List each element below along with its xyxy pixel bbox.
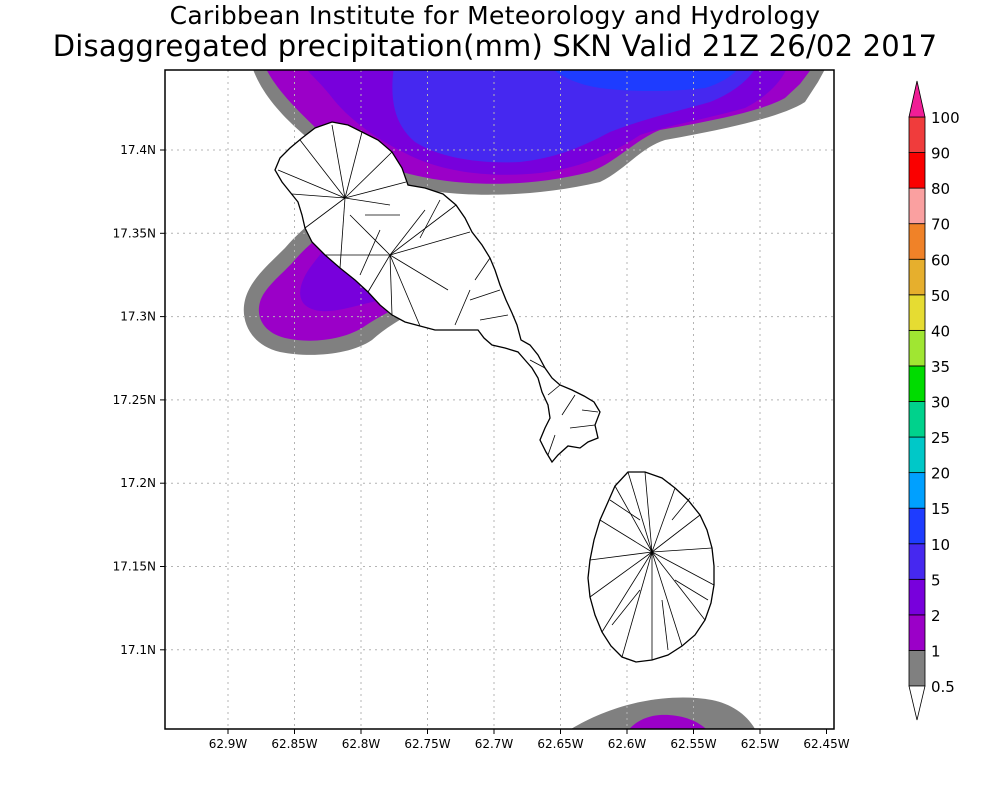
lon-tick-label: 62.85W	[271, 737, 317, 751]
lat-tick-label: 17.15N	[113, 560, 156, 574]
lon-tick-label: 62.9W	[209, 737, 248, 751]
st-kitts-watersheds	[277, 124, 599, 456]
island-nevis	[587, 471, 715, 663]
colorbar-swatch	[908, 472, 926, 509]
colorbar-swatch	[908, 436, 926, 474]
colorbar-label: 70	[931, 216, 950, 234]
nevis-coastline	[587, 471, 715, 663]
chart-title-block: Caribbean Institute for Meteorology and …	[0, 1, 1000, 63]
longitude-axis: 62.9W 62.85W 62.8W 62.75W 62.7W 62.65W 62.6W 62…	[209, 729, 850, 751]
colorbar-label: 2	[931, 607, 941, 625]
colorbar-label: 20	[931, 465, 950, 483]
colorbar-swatch	[908, 578, 926, 616]
colorbar-swatch	[908, 650, 926, 687]
colorbar-top-arrow	[908, 80, 926, 118]
colorbar-swatch	[908, 365, 926, 402]
lon-tick-label: 62.55W	[670, 737, 716, 751]
latitude-axis: 17.4N 17.35N 17.3N 17.25N 17.2N 17.15N 17.1N	[113, 143, 165, 657]
colorbar-swatch	[908, 258, 926, 296]
colorbar-label: 0.5	[931, 678, 955, 696]
colorbar-swatch	[908, 329, 926, 367]
colorbar-label: 25	[931, 429, 950, 447]
colorbar-label: 30	[931, 394, 950, 412]
lat-tick-label: 17.4N	[120, 143, 156, 157]
colorbar-label: 1	[931, 642, 941, 660]
chart-subtitle: Disaggregated precipitation(mm) SKN Vali…	[52, 29, 938, 63]
colorbar-swatch	[908, 223, 926, 260]
lat-tick-label: 17.25N	[113, 393, 156, 407]
colorbar-swatch	[908, 116, 926, 153]
colorbar-label: 10	[931, 536, 950, 554]
colorbar-swatch	[908, 187, 926, 225]
lon-tick-label: 62.5W	[741, 737, 780, 751]
precip-region-south	[571, 697, 755, 729]
colorbar-label: 80	[931, 180, 950, 198]
lon-tick-label: 62.6W	[608, 737, 647, 751]
colorbar-swatch	[908, 507, 926, 545]
chart-title: Caribbean Institute for Meteorology and …	[169, 1, 821, 30]
colorbar-label: 90	[931, 145, 950, 163]
colorbar-label: 60	[931, 251, 950, 269]
lat-tick-label: 17.3N	[120, 310, 156, 324]
colorbar-label: 5	[931, 571, 941, 589]
nevis-watersheds	[589, 471, 715, 660]
lat-tick-label: 17.2N	[120, 476, 156, 490]
lon-tick-label: 62.7W	[475, 737, 514, 751]
lon-tick-label: 62.8W	[342, 737, 381, 751]
precip-contour-0.5-south	[571, 697, 755, 729]
colorbar-swatch	[908, 294, 926, 331]
colorbar-label: 15	[931, 500, 950, 518]
precip-contour-5-north	[392, 70, 755, 163]
lon-tick-label: 62.45W	[803, 737, 849, 751]
lat-tick-label: 17.35N	[113, 226, 156, 240]
precip-contour-1-south	[629, 714, 707, 729]
colorbar-bottom-arrow	[908, 685, 926, 721]
island-st-kitts	[274, 121, 601, 464]
colorbar-label: 100	[931, 109, 960, 127]
colorbar-swatch	[908, 401, 926, 438]
lat-tick-label: 17.1N	[120, 643, 156, 657]
colorbar-swatch	[908, 543, 926, 580]
colorbar-label: 50	[931, 287, 950, 305]
colorbar-swatch	[908, 614, 926, 651]
colorbar-swatch	[908, 152, 926, 189]
lon-tick-label: 62.75W	[404, 737, 450, 751]
precip-contour-10-north	[554, 70, 738, 91]
colorbar-label: 40	[931, 322, 950, 340]
colorbar-label: 35	[931, 358, 950, 376]
lon-tick-label: 62.65W	[537, 737, 583, 751]
